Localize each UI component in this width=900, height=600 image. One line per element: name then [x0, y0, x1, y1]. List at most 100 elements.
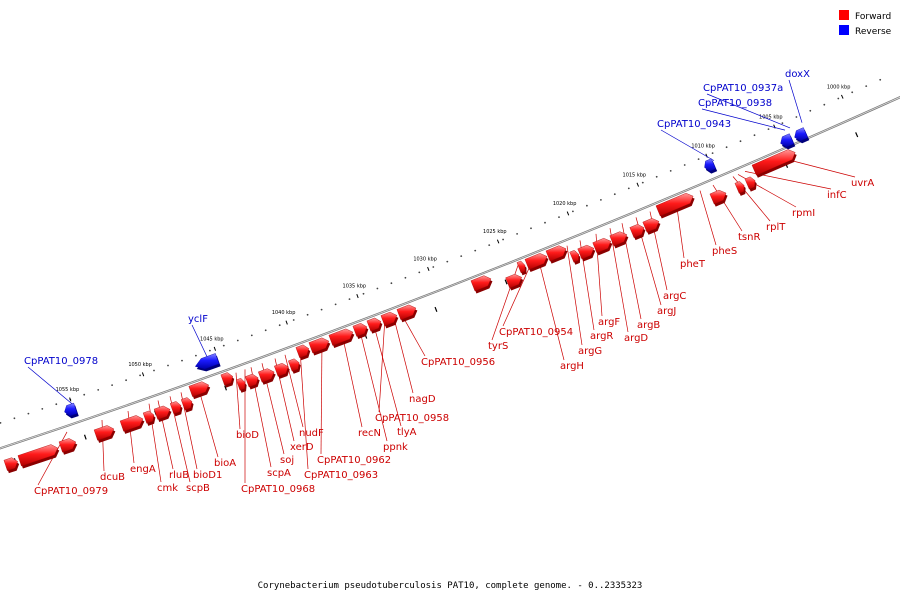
ruler-label: 1010 kbp: [691, 143, 715, 149]
gene-argg-leader: [566, 245, 583, 346]
gene-cppat10-0958-body: [352, 323, 368, 337]
gene-phes: [642, 218, 661, 235]
gene-argr-label: argR: [590, 331, 613, 342]
ruler-dot: [586, 204, 588, 207]
ruler-dot: [0, 422, 2, 424]
gene-argj: [592, 237, 613, 256]
gene-infc: [744, 176, 757, 192]
gene-infc-label: infC: [827, 190, 847, 201]
ruler-dot: [111, 384, 113, 386]
ruler-dot: [278, 324, 281, 327]
gene-cppat10-0943-leader: [660, 129, 715, 161]
genome-backbone: [0, 96, 900, 450]
ruler-dot: [390, 282, 393, 285]
ruler-label: 1030 kbp: [413, 257, 437, 263]
gene-cppat10-0978-body: [64, 402, 78, 417]
gene-nudf: [258, 368, 276, 385]
gene-yclf: [194, 353, 221, 372]
ruler-dot: [236, 339, 239, 342]
ruler-dot: [209, 349, 211, 352]
legend-reverse-label: Reverse: [855, 27, 892, 37]
gene-argr-body: [524, 253, 548, 270]
gene-uvra-label: uvrA: [851, 178, 874, 189]
gene-cppat10-0968: [188, 381, 211, 400]
ruler-tick: [841, 94, 844, 99]
gene-cmk: [93, 425, 116, 443]
gene-cppat10-0962: [288, 358, 301, 374]
gene-infc-body: [744, 176, 756, 190]
gene-yclf-body: [194, 353, 220, 370]
gene-xerd: [245, 373, 260, 390]
gene-tlya-label: tlyA: [397, 427, 417, 438]
ruler-dot: [292, 319, 295, 321]
gene-nagd-label: nagD: [409, 394, 436, 405]
ruler-dot: [669, 170, 672, 172]
gene-doxx-body: [794, 127, 809, 141]
gene-cppat10-0962-leader: [320, 341, 323, 455]
ruler-label: 1005 kbp: [759, 114, 783, 120]
gene-biod-label: bioD: [236, 430, 259, 441]
gene-tlya-body: [328, 328, 354, 346]
ruler-dot: [613, 193, 616, 196]
gene-dcub: [17, 444, 60, 469]
gene-cppat10-0962-label: CpPAT10_0962: [317, 455, 391, 466]
gene-ppnk-leader: [358, 327, 388, 442]
gene-phet: [629, 224, 646, 241]
gene-tyrs-body: [396, 304, 417, 320]
gene-phes-label: pheS: [712, 246, 737, 257]
gene-tsnr: [655, 192, 695, 219]
ruler-label: 1055 kbp: [56, 387, 80, 393]
gene-phes-body: [642, 218, 660, 233]
gene-cppat10-0937a-leader: [706, 93, 791, 129]
gene-cppat10-0962-body: [288, 358, 300, 372]
gene-nagd: [366, 317, 383, 334]
ruler-dot: [27, 412, 30, 415]
gene-cppat10-0958-label: CpPAT10_0958: [375, 413, 449, 424]
ruler-dot: [739, 140, 742, 143]
gene-rplt: [709, 189, 728, 207]
gene-tlya: [328, 328, 355, 348]
scale-ruler: 1000 kbp 1005 kbp 1010 kbp 1015 kbp 1020 kbp…: [0, 78, 882, 464]
gene-cppat10-0956-body: [380, 311, 398, 327]
gene-yclf-label: yclF: [188, 314, 208, 325]
ruler-dot: [125, 379, 127, 382]
gene-tlya-leader: [372, 321, 402, 427]
ruler-tick: [427, 266, 430, 271]
gene-argg-label: argG: [578, 346, 602, 357]
ruler-dot: [879, 78, 882, 81]
legend: Forward Reverse: [839, 10, 892, 37]
ruler-dot: [222, 344, 225, 347]
ruler-minor-tick: [504, 279, 508, 285]
gene-cppat10-0954: [470, 275, 493, 294]
gene-cppat10-0979-label: CpPAT10_0979: [34, 486, 108, 497]
gene-cppat10-0937a-body: [780, 133, 795, 148]
gene-rpmi: [734, 181, 746, 196]
ruler-minor-tick: [434, 306, 438, 312]
ruler-dot: [181, 359, 183, 362]
ruler-label: 1045 kbp: [200, 336, 224, 342]
gene-scpa: [220, 372, 235, 388]
gene-argg: [516, 260, 527, 276]
ruler-dot: [320, 308, 323, 311]
gene-biod1-body: [153, 405, 171, 420]
gene-tsnr-body: [655, 192, 694, 217]
gene-dcub-label: dcuB: [100, 472, 125, 483]
ruler-dot: [683, 164, 686, 166]
ruler-dot: [167, 364, 169, 367]
ruler-tick: [69, 397, 72, 402]
gene-scpb-body: [142, 410, 155, 424]
ruler-dot: [544, 221, 546, 224]
gene-cppat10-0943-label: CpPAT10_0943: [657, 119, 731, 130]
gene-tyrs-label: tyrS: [488, 341, 508, 352]
gene-uvra-body: [751, 149, 796, 176]
ruler-tick: [356, 294, 359, 299]
gene-phes-leader: [699, 190, 717, 246]
gene-argd: [569, 250, 581, 265]
ruler-tick: [285, 320, 288, 325]
ruler-dot: [153, 369, 155, 372]
gene-cmk-label: cmk: [157, 483, 178, 494]
gene-scpa-body: [220, 372, 233, 386]
ruler-dot: [753, 134, 756, 137]
gene-bioa-leader: [197, 386, 219, 458]
